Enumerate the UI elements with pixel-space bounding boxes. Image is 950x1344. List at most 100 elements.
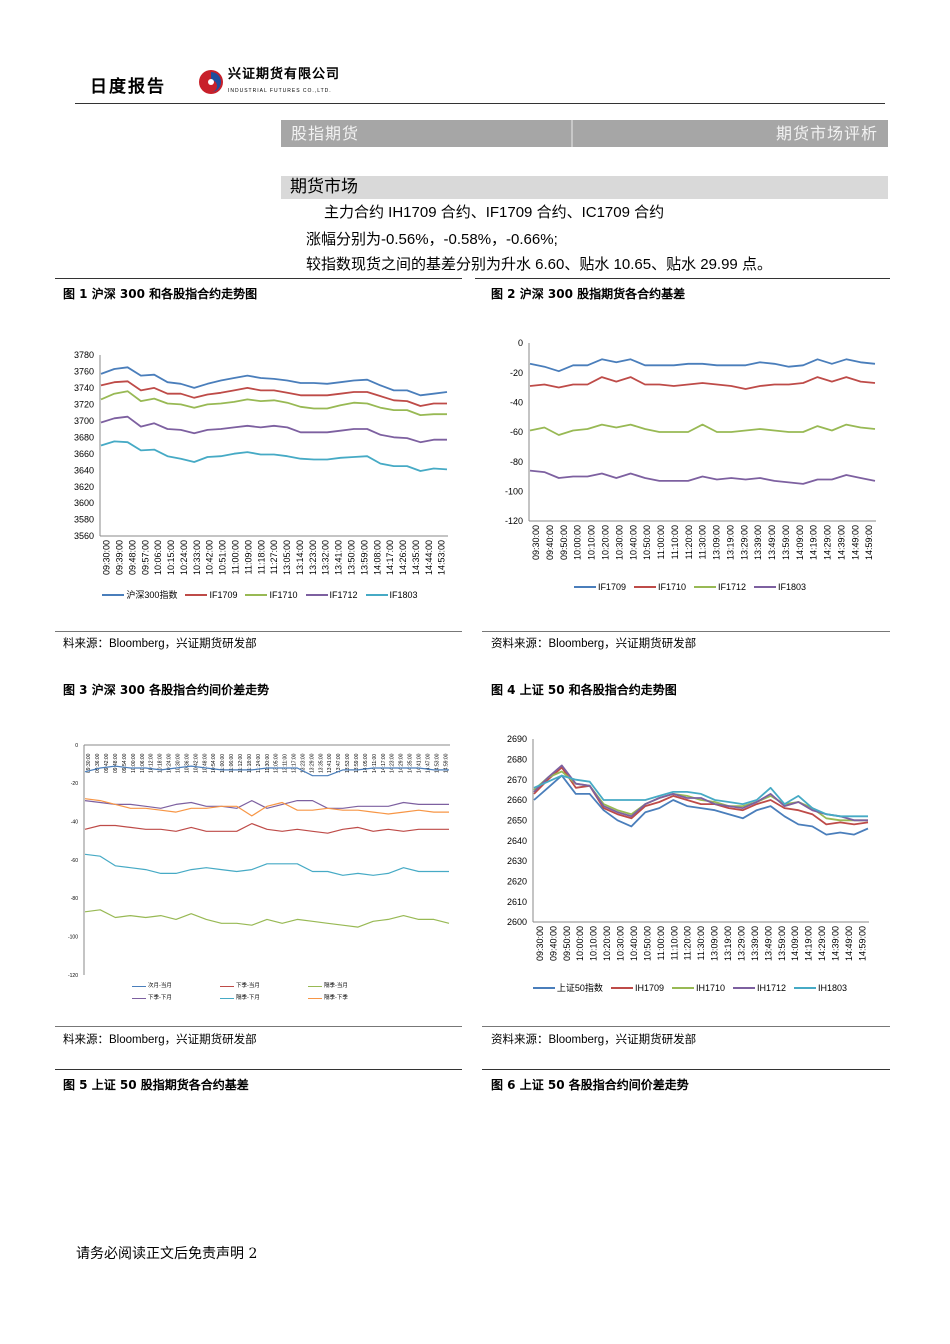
x-tick-label: 10:20:00: [600, 525, 610, 560]
y-tick-label: 2680: [507, 754, 527, 764]
legend-item: IH1709: [610, 982, 664, 994]
x-tick-label: 13:53:00: [345, 753, 351, 773]
y-tick-label: 3580: [74, 515, 94, 525]
y-tick-label: -80: [71, 896, 78, 902]
series-line: [100, 415, 447, 444]
x-tick-label: 10:12:00: [149, 753, 155, 773]
y-tick-label: 3680: [74, 432, 94, 442]
x-tick-label: 13:35:00: [318, 753, 324, 773]
legend-item: 沪深300指数: [102, 589, 177, 601]
figure-3-source: 料来源：Bloomberg，兴证期货研发部: [63, 1034, 257, 1046]
legend-label: 下季-当月: [236, 983, 260, 989]
legend-swatch: [733, 987, 755, 989]
y-tick-label: -20: [510, 368, 523, 378]
series-line: [529, 469, 876, 485]
x-tick-label: 14:26:00: [398, 540, 408, 575]
series-line: [100, 440, 448, 472]
series-line: [100, 380, 447, 407]
figure-4-chart: 2600 2610 2620 2630 2640 2650 2660 2670 2680 2690…: [490, 725, 890, 1000]
chart-svg: -120 -100 -80 -60 -40 -20 0 09:30:00 09:40:00 09:…: [505, 338, 876, 560]
y-tick-label: 2670: [507, 775, 527, 785]
legend-swatch: [220, 997, 234, 999]
x-tick-label: 11:10:00: [669, 926, 679, 960]
x-tick-label: 10:00:00: [573, 525, 583, 560]
market-heading-bar: 期货市场: [281, 176, 888, 199]
figure-5-title: 图 5 上证 50 股指期货各合约基差: [63, 1078, 249, 1092]
figure-3-chart: -120 -100 -80 -60 -40 -20 0 09:30:00 09:36:00 09:…: [60, 740, 460, 1010]
x-tick-label: 13:49:00: [763, 926, 773, 961]
series-line: [84, 799, 449, 809]
x-tick-label: 09:30:00: [531, 525, 541, 560]
x-tick-label: 14:39:00: [831, 926, 841, 961]
y-tick-label: 2650: [507, 815, 527, 825]
legend-label: IH1710: [695, 983, 725, 993]
figure-2-chart: -120 -100 -80 -60 -40 -20 0 09:30:00 09:40:00 09:…: [490, 330, 890, 600]
y-tick-label: 3600: [74, 498, 94, 508]
chart-svg: 2600 2610 2620 2630 2640 2650 2660 2670 2680 2690…: [507, 734, 869, 961]
series-line: [100, 390, 447, 416]
page-footer: 请务必阅读正文后免责声明 2: [76, 1246, 258, 1262]
chart-legend: 上证50指数 IH1709 IH1710 IH1712 IH1803: [490, 982, 890, 994]
divider: [55, 1026, 462, 1027]
x-tick-label: 09:40:00: [545, 525, 555, 560]
x-tick-label: 13:23:00: [300, 753, 306, 773]
x-tick-label: 11:06:00: [229, 754, 235, 773]
legend-swatch: [573, 586, 596, 588]
x-tick-label: 09:30:00: [535, 926, 545, 961]
x-tick-label: 13:29:00: [736, 926, 746, 961]
x-tick-label: 11:00:00: [230, 540, 240, 574]
chart-legend: 沪深300指数 IF1709 IF1710 IF1712 IF1803: [60, 589, 460, 601]
legend-item: 上证50指数: [532, 982, 603, 994]
y-tick-label: 0: [75, 743, 78, 749]
x-tick-label: 11:18:00: [256, 540, 266, 574]
legend-label: 隔季-下月: [236, 995, 260, 1001]
chart-legend: 次月-当月 下季-当月 隔季-当月 下季-下月 隔季-下月 隔季-下季: [60, 982, 460, 1002]
logo-emblem-icon: [199, 70, 223, 94]
x-tick-label: 09:36:00: [95, 753, 101, 773]
legend-item: IH1710: [671, 982, 725, 994]
divider: [475, 278, 890, 279]
chart-legend: IF1709 IF1710 IF1712 IF1803: [490, 581, 890, 593]
x-tick-label: 13:47:00: [336, 753, 342, 773]
x-tick-label: 13:19:00: [725, 525, 735, 560]
x-tick-label: 13:32:00: [321, 540, 331, 575]
x-tick-label: 10:51:00: [218, 540, 228, 575]
legend-label: IF1709: [209, 590, 238, 600]
x-tick-label: 11:30:00: [696, 926, 706, 960]
y-tick-label: -100: [68, 934, 78, 940]
series-line: [84, 798, 449, 817]
legend-label: 隔季-当月: [324, 983, 348, 989]
company-name-en: INDUSTRIAL FUTURES CO.,LTD.: [228, 88, 332, 94]
market-line-1: 主力合约 IH1709 合约、IF1709 合约、IC1709 合约: [324, 204, 665, 221]
x-tick-label: 14:49:00: [850, 525, 860, 560]
x-tick-label: 11:30:00: [265, 754, 271, 773]
x-tick-label: 14:05:00: [363, 753, 369, 773]
x-tick-label: 11:30:00: [698, 525, 708, 559]
legend-swatch: [132, 985, 146, 987]
divider: [482, 1069, 890, 1070]
x-tick-label: 11:10:00: [670, 525, 680, 559]
x-tick-label: 10:50:00: [642, 926, 652, 961]
x-tick-label: 14:19:00: [809, 525, 819, 560]
series-line: [529, 358, 876, 373]
x-tick-label: 10:00:00: [575, 926, 585, 961]
x-tick-label: 13:09:00: [710, 926, 720, 961]
legend-swatch: [671, 987, 694, 989]
legend-label: IH1803: [818, 983, 848, 993]
y-tick-label: 3620: [74, 482, 94, 492]
x-tick-label: 10:40:00: [628, 525, 638, 560]
x-tick-label: 10:24:00: [167, 753, 173, 773]
x-tick-label: 14:59:00: [443, 753, 449, 773]
company-name-cn: 兴证期货有限公司: [228, 67, 341, 82]
legend-swatch: [694, 586, 716, 588]
x-tick-label: 14:49:00: [844, 926, 854, 961]
legend-label: 下季-下月: [148, 995, 172, 1001]
x-tick-label: 10:30:00: [175, 753, 181, 773]
x-tick-label: 13:59:00: [359, 540, 369, 575]
legend-swatch: [532, 987, 555, 989]
x-tick-label: 14:29:00: [399, 753, 405, 773]
legend-item: 次月-当月: [132, 982, 212, 990]
x-tick-label: 14:53:00: [437, 540, 447, 575]
legend-label: 次月-当月: [148, 983, 172, 989]
series-line: [84, 765, 449, 777]
